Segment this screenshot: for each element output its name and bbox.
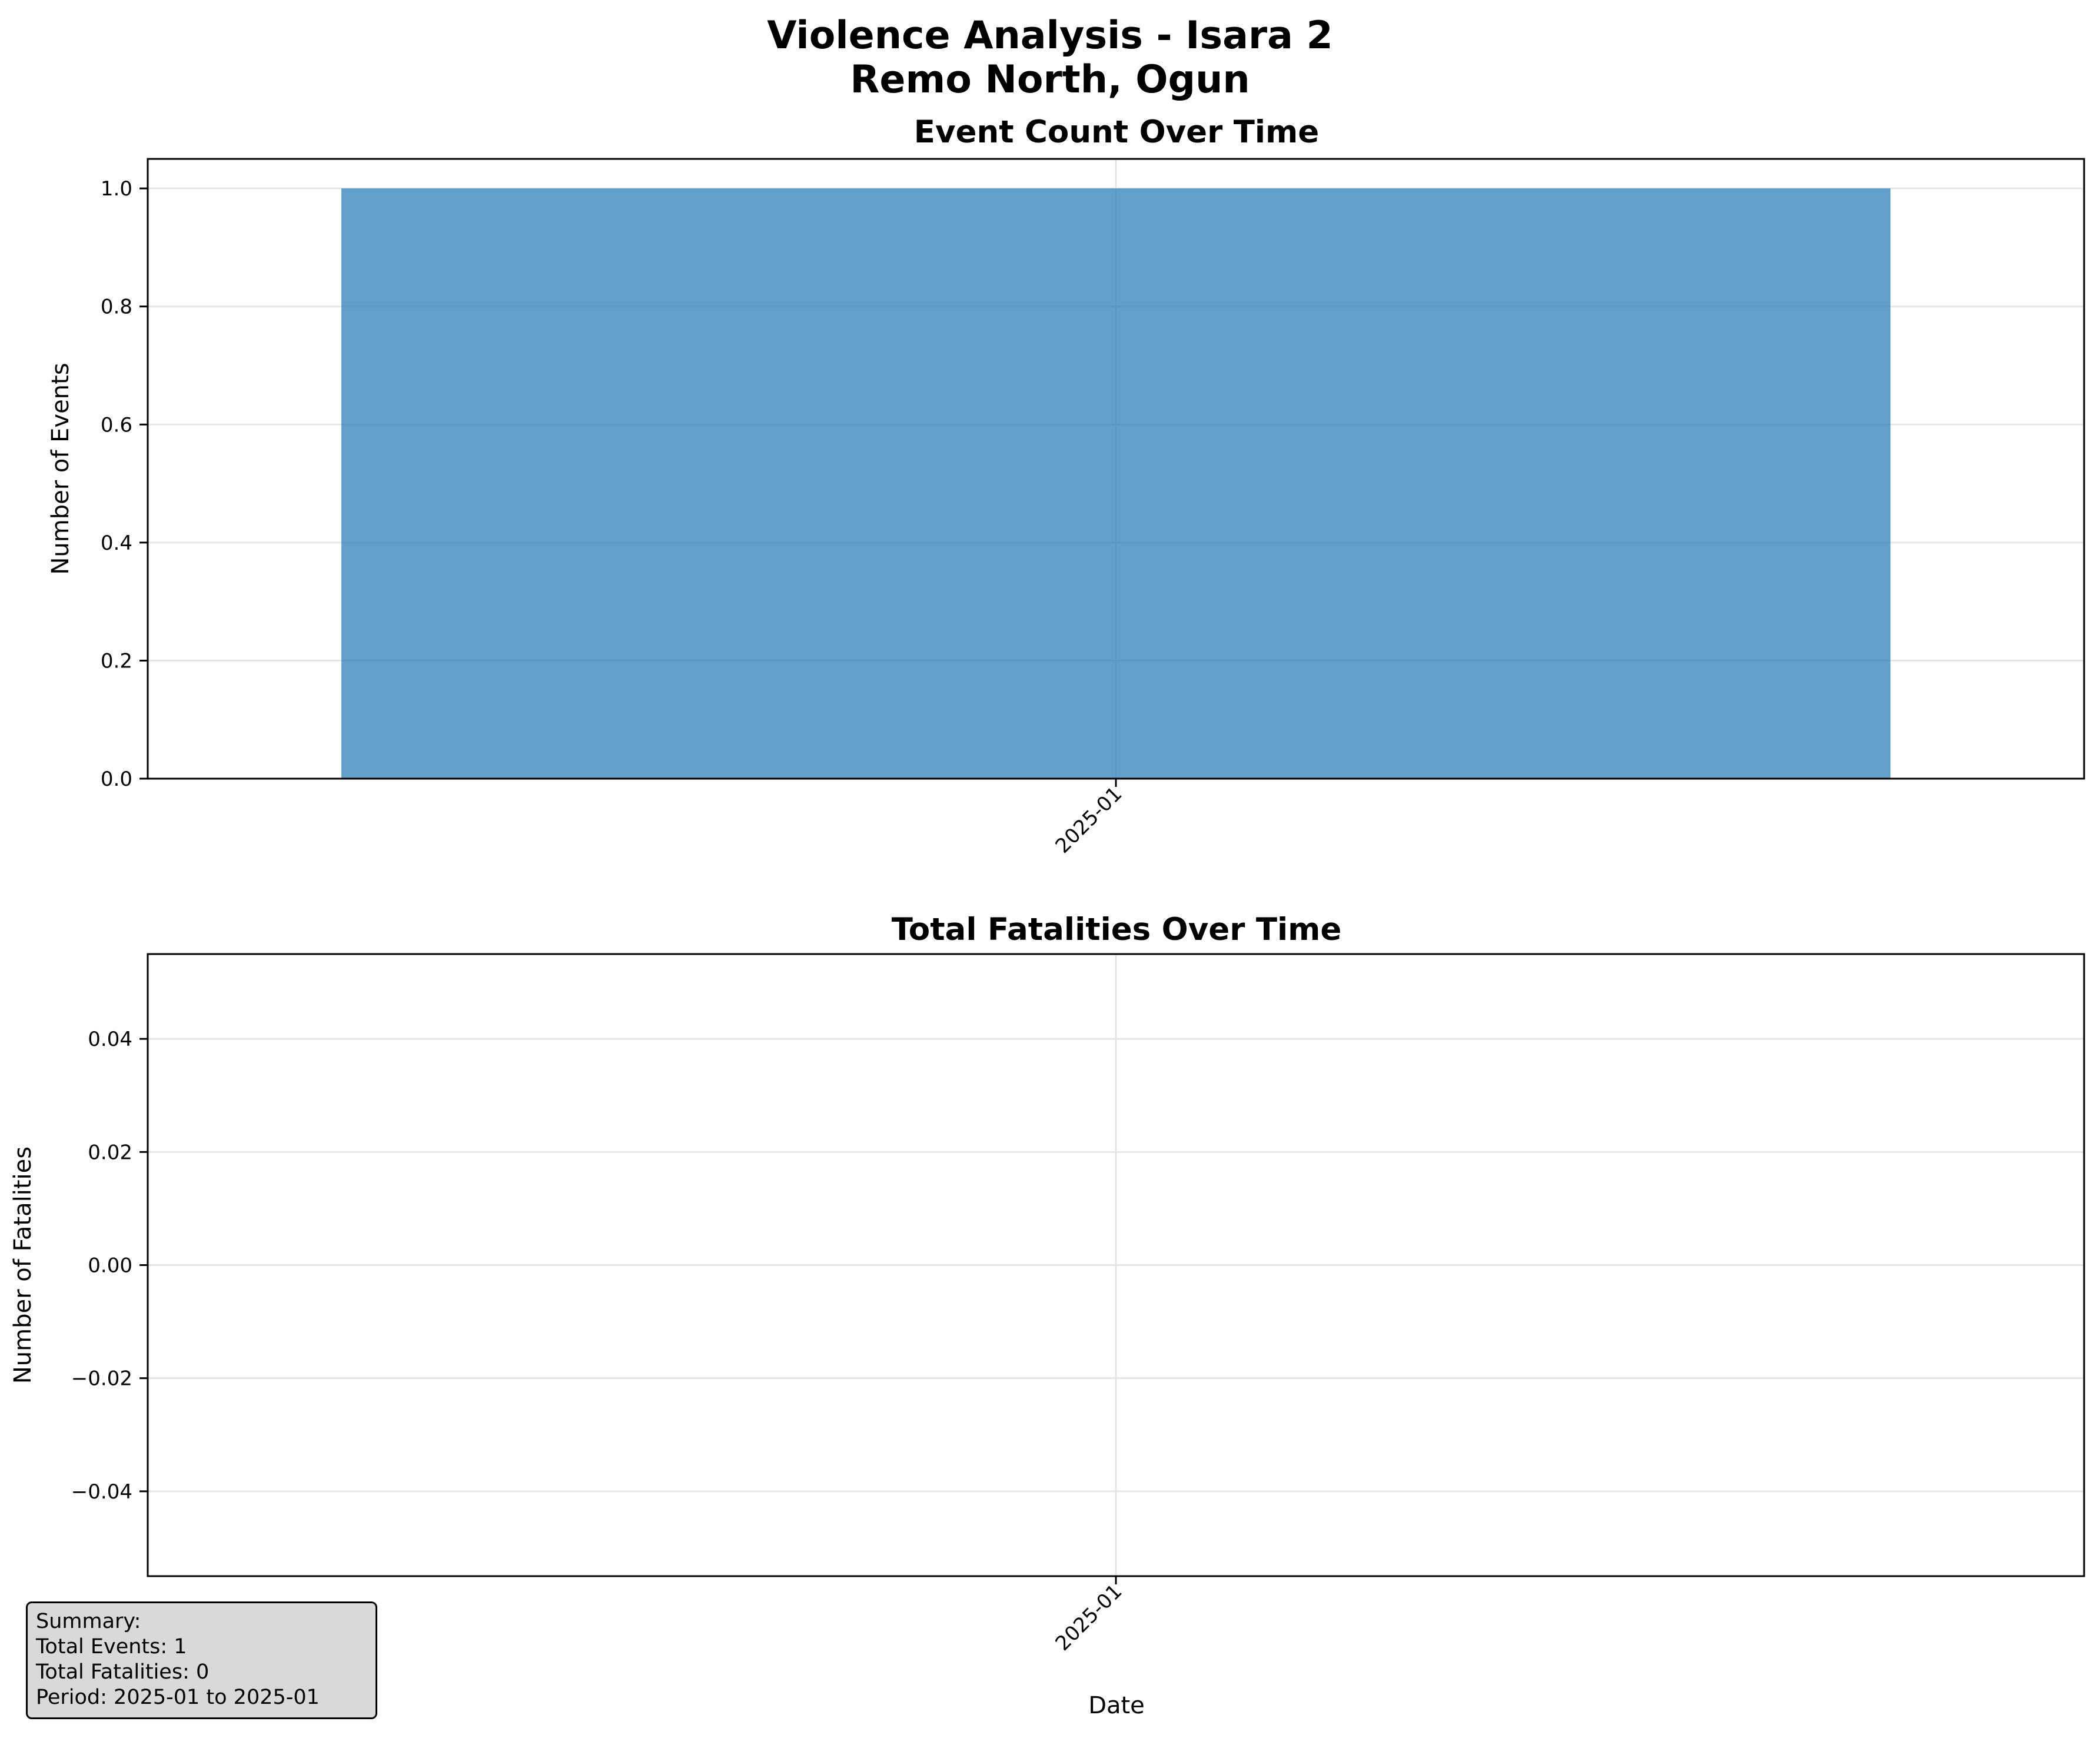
y-tick-label: 0.8 [101, 295, 132, 319]
x-tick-label: 2025-01 [1051, 1580, 1127, 1656]
y-tick-label: 0.0 [101, 767, 132, 791]
y-axis-label: Number of Events [47, 363, 74, 574]
bars [341, 188, 1890, 779]
summary-total-events: Total Events: 1 [36, 1635, 187, 1659]
y-tick-label: 0.6 [101, 413, 132, 437]
y-axis-label: Number of Fatalities [9, 1147, 36, 1384]
chart-title: Event Count Over Time [914, 114, 1319, 150]
chart-title: Total Fatalities Over Time [892, 912, 1342, 948]
y-tick-label: 0.4 [101, 531, 132, 555]
y-tick-label: 0.04 [88, 1028, 132, 1051]
bar [341, 188, 1890, 779]
x-tick-label: 2025-01 [1051, 782, 1127, 858]
summary-heading: Summary: [36, 1610, 141, 1633]
y-tick-label: −0.02 [71, 1367, 132, 1391]
figure-title-line2: Remo North, Ogun [850, 58, 1250, 102]
y-tick-label: 0.2 [101, 649, 132, 673]
grid-lines [148, 954, 2084, 1576]
summary-box: Summary: Total Events: 1 Total Fatalitie… [26, 1601, 377, 1719]
y-tick-label: 0.00 [88, 1254, 132, 1278]
figure-title-line1: Violence Analysis - Isara 2 [767, 14, 1333, 58]
summary-period: Period: 2025-01 to 2025-01 [36, 1686, 320, 1709]
x-axis-ticks: 2025-01 [1051, 1576, 1127, 1656]
event-count-chart: Event Count Over Time 0.0 0.2 0.4 0.6 0.8 1.0… [47, 114, 2085, 858]
x-axis-ticks: 2025-01 [1051, 779, 1127, 858]
plot-frame [147, 158, 2085, 780]
y-axis-ticks: −0.04 −0.02 0.00 0.02 0.04 [71, 1028, 148, 1504]
y-tick-label: 1.0 [101, 177, 132, 201]
summary-total-fatalities: Total Fatalities: 0 [36, 1660, 210, 1684]
plot-frame [147, 953, 2085, 1577]
y-tick-label: −0.04 [71, 1480, 132, 1504]
x-axis-label: Date [1088, 1692, 1145, 1719]
y-axis-ticks: 0.0 0.2 0.4 0.6 0.8 1.0 [101, 177, 148, 791]
fatalities-chart: Total Fatalities Over Time −0.04 −0.02 0.0… [9, 912, 2085, 1719]
y-tick-label: 0.02 [88, 1141, 132, 1164]
